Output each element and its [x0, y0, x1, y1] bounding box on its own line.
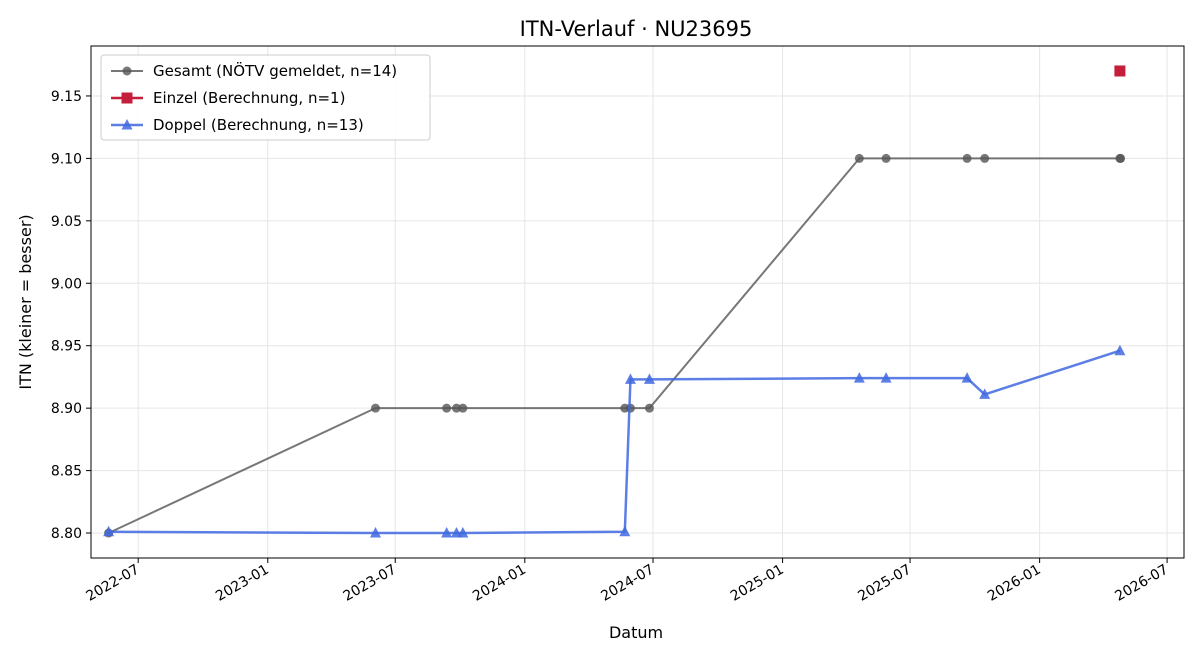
data-point-gesamt [442, 403, 452, 413]
series-doppel [103, 344, 1126, 538]
data-point-gesamt [452, 403, 462, 413]
y-tick-label: 8.95 [51, 339, 82, 355]
data-point-gesamt [644, 403, 654, 413]
data-point-doppel [961, 372, 973, 383]
axes: 2022-07 2023-01 2023-07 2024-01 2024-07 2025-… [51, 89, 1171, 605]
data-point-doppel [370, 527, 382, 538]
data-point-gesamt [1116, 153, 1126, 163]
y-axis-label: ITN (kleiner = besser) [16, 214, 35, 389]
data-point-gesamt [881, 153, 891, 163]
y-tick-label: 9.15 [51, 89, 82, 105]
legend-item-gesamt: Gesamt (NÖTV gemeldet, n=14) [111, 61, 397, 80]
y-tick-label: 8.80 [51, 526, 82, 542]
data-point-gesamt [980, 153, 990, 163]
x-axis-label: Datum [609, 623, 663, 642]
data-point-gesamt [458, 403, 468, 413]
data-point-doppel [643, 373, 655, 384]
grid [91, 46, 1184, 558]
x-tick-label: 2024-07 [598, 562, 657, 605]
legend-label: Doppel (Berechnung, n=13) [153, 116, 364, 134]
legend-item-einzel: Einzel (Berechnung, n=1) [111, 89, 345, 107]
data-point-gesamt [962, 153, 972, 163]
data-point-doppel [979, 388, 991, 399]
y-tick-label: 8.85 [51, 464, 82, 480]
data-point-doppel [441, 527, 453, 538]
y-tick-label: 9.00 [51, 276, 82, 292]
x-tick-label: 2026-07 [1112, 562, 1171, 605]
x-tick-label: 2023-01 [213, 562, 272, 605]
data-series [103, 65, 1126, 538]
data-point-doppel [880, 372, 892, 383]
legend-item-doppel: Doppel (Berechnung, n=13) [111, 116, 364, 134]
data-point-doppel [103, 525, 115, 537]
plot-frame [90, 45, 1185, 559]
data-point-doppel [1114, 344, 1126, 356]
x-tick-label: 2026-01 [985, 562, 1044, 605]
data-point-doppel [457, 527, 469, 538]
series-einzel [1114, 65, 1126, 77]
data-point-einzel [1114, 65, 1126, 77]
y-tick-label: 9.10 [51, 151, 82, 167]
legend-box [100, 54, 431, 141]
data-point-doppel [853, 372, 865, 383]
series-gesamt [104, 153, 1126, 538]
data-point-gesamt [854, 153, 864, 163]
x-tick-label: 2025-07 [855, 562, 914, 605]
chart-title: ITN-Verlauf · NU23695 [520, 17, 753, 41]
legend-marker [121, 92, 133, 104]
legend-marker [121, 119, 133, 130]
y-tick-label: 8.90 [51, 401, 82, 417]
x-tick-label: 2022-07 [84, 562, 143, 605]
x-tick-label: 2023-07 [341, 562, 400, 605]
legend-label: Einzel (Berechnung, n=1) [153, 89, 345, 107]
legend-marker [122, 66, 132, 76]
x-tick-label: 2025-01 [728, 562, 787, 605]
data-point-gesamt [371, 403, 381, 413]
legend-label: Gesamt (NÖTV gemeldet, n=14) [153, 61, 397, 80]
data-point-doppel [624, 373, 636, 384]
x-tick-label: 2024-01 [470, 562, 529, 605]
y-tick-label: 9.05 [51, 214, 82, 230]
data-point-doppel [619, 525, 631, 537]
legend: Gesamt (NÖTV gemeldet, n=14) Einzel (Bere… [100, 54, 431, 141]
